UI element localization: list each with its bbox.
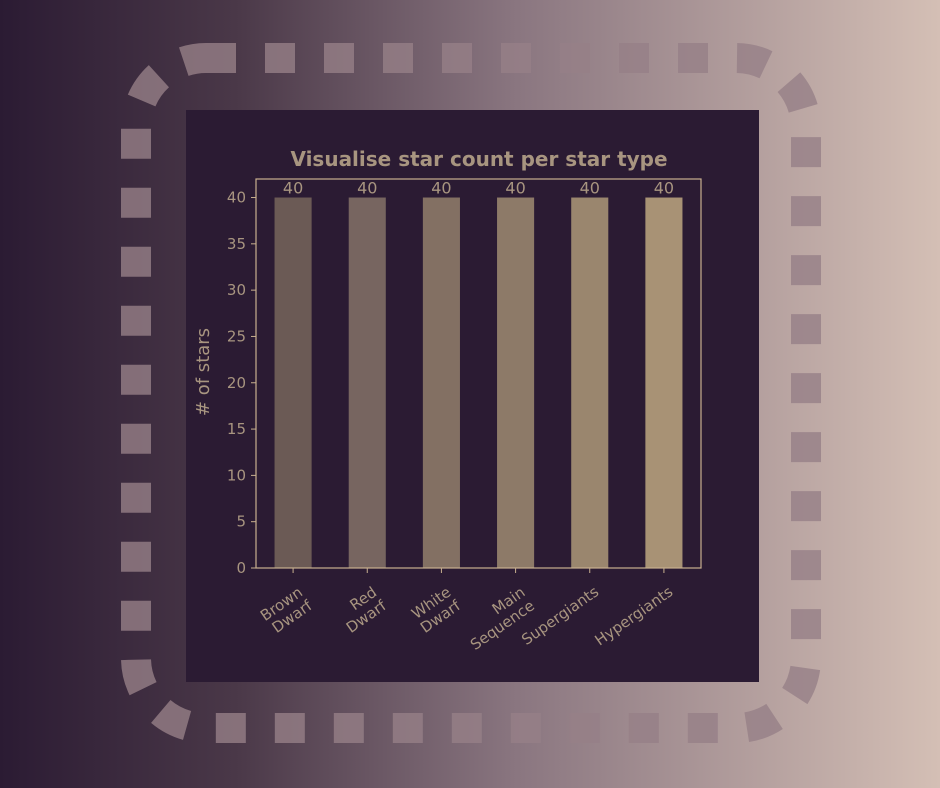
y-tick-label: 5: [236, 513, 246, 531]
bar: [497, 197, 535, 568]
chart-title: Visualise star count per star type: [290, 147, 667, 171]
axes-frame: [255, 178, 702, 569]
value-label: 40: [505, 179, 525, 198]
bar: [348, 197, 386, 568]
y-tick-label: 15: [227, 420, 246, 438]
bar: [571, 197, 609, 568]
y-tick-label: 30: [227, 281, 246, 299]
value-label: 40: [580, 179, 600, 198]
value-label: 40: [283, 179, 303, 198]
bar: [422, 197, 460, 568]
y-tick-label: 0: [236, 559, 246, 577]
y-tick-label: 25: [227, 327, 246, 345]
y-tick-label: 40: [227, 189, 246, 207]
value-label: 40: [357, 179, 377, 198]
y-tick-label: 20: [227, 374, 246, 392]
value-label: 40: [654, 179, 674, 198]
y-axis-label: # of stars: [193, 328, 214, 416]
y-tick-label: 35: [227, 235, 246, 253]
bar: [645, 197, 683, 568]
y-tick-label: 10: [227, 466, 246, 484]
value-label: 40: [431, 179, 451, 198]
bar: [274, 197, 312, 568]
dashed-frame: [121, 43, 821, 743]
